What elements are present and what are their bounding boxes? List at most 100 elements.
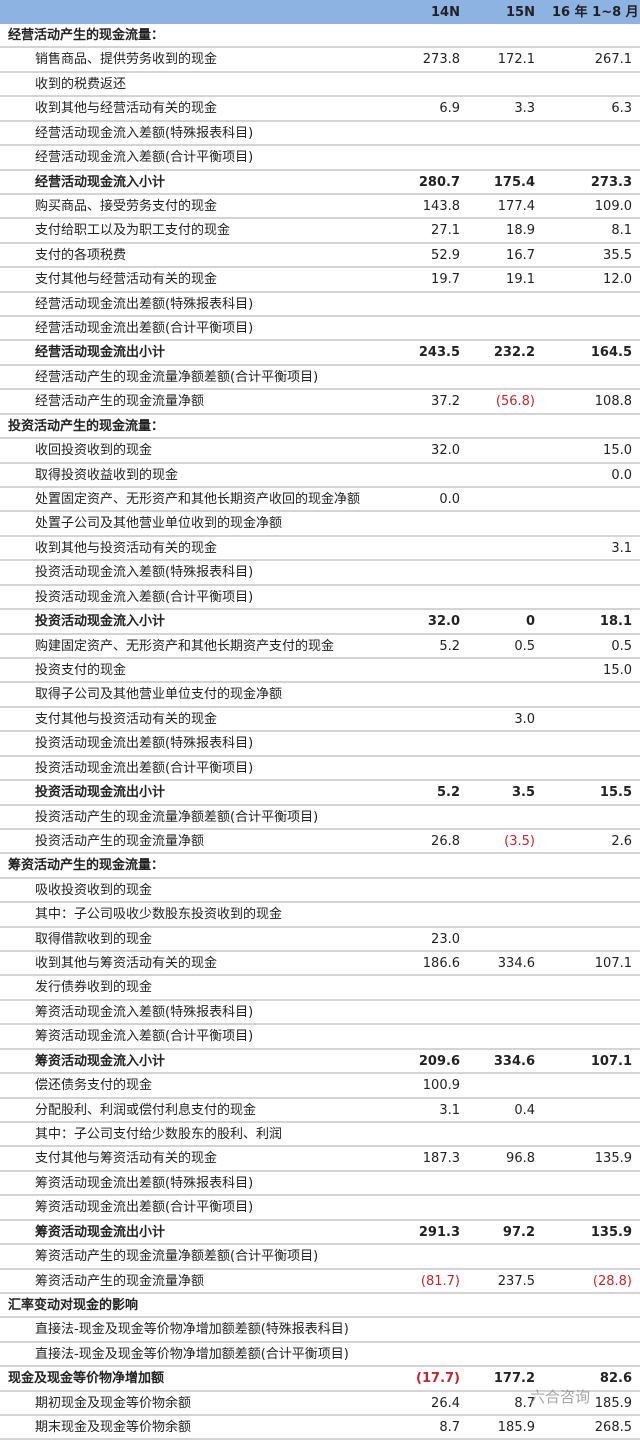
cell-value: 109.0 (594, 198, 632, 214)
table-row: 收到其他与投资活动有关的现金 3.1 (0, 537, 640, 562)
row-label: 经营活动现金流入小计 (35, 174, 166, 190)
cell-value: 0 (525, 614, 535, 630)
row-label: 其中：子公司吸收少数股东投资收到的现金 (35, 907, 283, 923)
table-row: 取得子公司及其他营业单位支付的现金净额 (0, 683, 640, 708)
table-row: 收到其他与筹资活动有关的现金 186.6 334.6 107.1 (0, 952, 640, 977)
table-row: 分配股利、利润或偿付利息支付的现金 3.1 0.4 (0, 1099, 640, 1123)
row-label: 支付其他与筹资活动有关的现金 (35, 1151, 218, 1167)
row-label: 筹资活动产生的现金流量： (8, 858, 165, 874)
section-row: 筹资活动产生的现金流量： (0, 854, 640, 879)
row-label: 筹资活动产生的现金流量净额 (35, 1273, 205, 1289)
cell-value: 273.3 (590, 174, 632, 190)
row-label: 取得借款收到的现金 (35, 931, 153, 947)
row-label: 经营活动现金流入差额(合计平衡项目) (35, 150, 254, 166)
cell-value: 0.5 (611, 638, 632, 654)
row-label: 筹资活动现金流入差额(合计平衡项目) (35, 1029, 254, 1045)
cell-value: 37.2 (431, 394, 460, 410)
row-label: 处置子公司及其他营业单位收到的现金净额 (35, 516, 283, 532)
cell-value: 108.8 (594, 394, 632, 410)
table-row: 经营活动产生的现金流量净额 37.2 (56.8) 108.8 (0, 390, 640, 415)
cell-value: 232.2 (493, 345, 535, 361)
row-label: 支付其他与投资活动有关的现金 (35, 711, 218, 727)
table-row: 筹资活动现金流入差额(特殊报表科目) (0, 1001, 640, 1026)
subtotal-row: 筹资活动现金流入小计 209.6 334.6 107.1 (0, 1050, 640, 1075)
subtotal-row: 经营活动现金流出小计 243.5 232.2 164.5 (0, 341, 640, 366)
cell-value: 32.0 (431, 443, 460, 459)
row-label: 经营活动产生的现金流量净额差额(合计平衡项目) (35, 369, 319, 385)
row-label: 汇率变动对现金的影响 (8, 1297, 139, 1313)
cell-value: 6.9 (439, 101, 460, 117)
cell-value: (3.5) (504, 833, 535, 849)
cell-value: 107.1 (594, 956, 632, 972)
column-header-14n: 14N (431, 5, 460, 20)
row-label: 经营活动现金流入差额(特殊报表科目) (35, 125, 254, 141)
table-row: 期末现金及现金等价物余额 8.7 185.9 268.5 (0, 1416, 640, 1441)
cell-value: 0.0 (439, 492, 460, 508)
table-row: 处置子公司及其他营业单位收到的现金净额 (0, 512, 640, 537)
table-row: 投资活动现金流入差额(特殊报表科目) (0, 561, 640, 586)
row-label: 收到其他与投资活动有关的现金 (35, 540, 218, 556)
row-label: 偿还债务支付的现金 (35, 1078, 153, 1094)
cash-flow-table-body: 经营活动产生的现金流量： 销售商品、提供劳务收到的现金 273.8 172.1 267.… (0, 24, 640, 1441)
row-label: 销售商品、提供劳务收到的现金 (35, 52, 218, 68)
subtotal-row: 投资活动现金流入小计 32.0 0 18.1 (0, 610, 640, 635)
cell-value: 185.9 (497, 1420, 535, 1436)
cell-value: 172.1 (497, 52, 535, 68)
cell-value: 268.5 (594, 1420, 632, 1436)
subtotal-row: 投资活动现金流出小计 5.2 3.5 15.5 (0, 781, 640, 806)
table-row: 投资活动产生的现金流量净额 26.8 (3.5) 2.6 (0, 830, 640, 855)
row-label: 支付给职工以及为职工支付的现金 (35, 223, 231, 239)
cell-value: 3.0 (514, 711, 535, 727)
cell-value: 273.8 (422, 52, 460, 68)
row-label: 支付的各项税费 (35, 247, 127, 263)
cell-value: 5.2 (439, 638, 460, 654)
row-label: 经营活动现金流出差额(合计平衡项目) (35, 321, 254, 337)
row-label: 投资活动现金流出小计 (35, 785, 166, 801)
row-label: 收到其他与筹资活动有关的现金 (35, 956, 218, 972)
row-label: 投资活动产生的现金流量净额差额(合计平衡项目) (35, 809, 319, 825)
table-row: 支付其他与投资活动有关的现金 3.0 (0, 708, 640, 733)
table-row: 吸收投资收到的现金 (0, 879, 640, 904)
row-label: 投资活动产生的现金流量净额 (35, 833, 205, 849)
table-row: 筹资活动产生的现金流量净额差额(合计平衡项目) (0, 1245, 640, 1270)
cell-value: 3.1 (439, 1102, 460, 1118)
table-row: 支付的各项税费 52.9 16.7 35.5 (0, 244, 640, 269)
watermark: 六合咨询 (530, 1388, 591, 1406)
row-label: 筹资活动产生的现金流量净额差额(合计平衡项目) (35, 1249, 319, 1265)
cell-value: 135.9 (594, 1151, 632, 1167)
cell-value: 185.9 (594, 1395, 632, 1411)
table-row: 直接法-现金及现金等价物净增加额差额(特殊报表科目) (0, 1318, 640, 1343)
row-label: 筹资活动现金流出差额(合计平衡项目) (35, 1200, 254, 1216)
cell-value: 177.4 (497, 198, 535, 214)
section-row: 现金及现金等价物净增加额 (17.7) 177.2 82.6 (0, 1367, 640, 1392)
cell-value: 107.1 (590, 1053, 632, 1069)
row-label: 吸收投资收到的现金 (35, 882, 153, 898)
cell-value: 291.3 (418, 1224, 460, 1240)
table-row: 投资活动现金流入差额(合计平衡项目) (0, 586, 640, 611)
row-label: 取得投资收益收到的现金 (35, 467, 179, 483)
section-row: 经营活动产生的现金流量： (0, 24, 640, 49)
subtotal-row: 筹资活动现金流出小计 291.3 97.2 135.9 (0, 1221, 640, 1246)
row-label: 筹资活动现金流出差额(特殊报表科目) (35, 1175, 254, 1191)
cell-value: 143.8 (422, 198, 460, 214)
cell-value: 0.0 (611, 467, 632, 483)
cell-value: 0.4 (514, 1102, 535, 1118)
cell-value: 237.5 (497, 1273, 535, 1289)
row-label: 投资活动现金流入差额(合计平衡项目) (35, 589, 254, 605)
table-row: 销售商品、提供劳务收到的现金 273.8 172.1 267.1 (0, 48, 640, 73)
row-label: 直接法-现金及现金等价物净增加额差额(合计平衡项目) (35, 1346, 349, 1362)
row-label: 直接法-现金及现金等价物净增加额差额(特殊报表科目) (35, 1322, 349, 1338)
table-row: 发行债券收到的现金 (0, 976, 640, 1001)
cell-value: 186.6 (422, 956, 460, 972)
table-row: 处置固定资产、无形资产和其他长期资产收回的现金净额 0.0 (0, 488, 640, 513)
row-label: 投资活动现金流入小计 (35, 614, 166, 630)
table-row: 购建固定资产、无形资产和其他长期资产支付的现金 5.2 0.5 0.5 (0, 635, 640, 659)
cell-value: (81.7) (420, 1273, 460, 1289)
row-label: 其中：子公司支付给少数股东的股利、利润 (35, 1126, 283, 1142)
cell-value: 27.1 (431, 223, 460, 239)
cell-value: 8.7 (439, 1420, 460, 1436)
cell-value: 18.9 (506, 223, 535, 239)
row-label: 发行债券收到的现金 (35, 980, 153, 996)
row-label: 收到的税费返还 (35, 76, 127, 92)
table-row: 经营活动现金流入差额(特殊报表科目) (0, 122, 640, 147)
